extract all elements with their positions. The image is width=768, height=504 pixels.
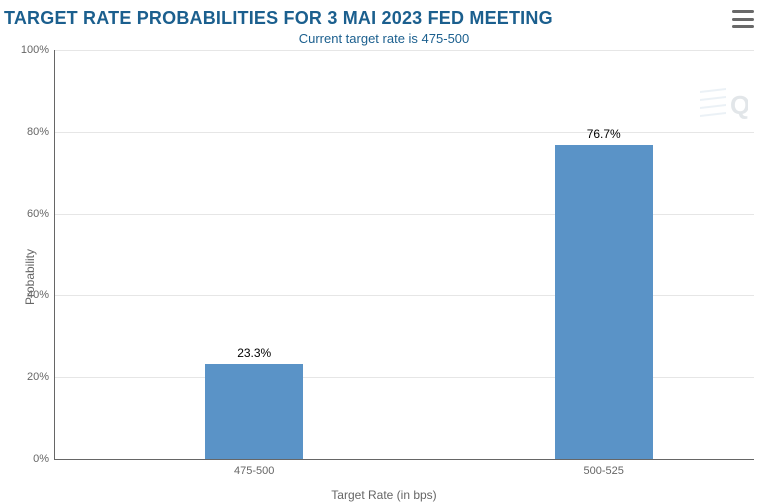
plot-area: Q 0%20%40%60%80%100%23.3%475-50076.7%500… [54,50,754,460]
x-tick-label: 475-500 [234,459,274,477]
chart-container: Probability Target Rate (in bps) Q 0%20%… [0,50,768,504]
chart-subtitle: Current target rate is 475-500 [0,31,768,50]
hamburger-icon [732,10,754,13]
hamburger-icon [732,18,754,21]
bar-value-label: 76.7% [555,127,653,141]
bar: 23.3% [205,364,303,459]
watermark-icon: Q [700,80,748,128]
chart-title: TARGET RATE PROBABILITIES FOR 3 MAI 2023… [0,0,768,31]
menu-button[interactable] [732,10,754,28]
y-tick-label: 40% [27,289,55,301]
grid-line [55,50,754,51]
hamburger-icon [732,25,754,28]
y-tick-label: 60% [27,208,55,220]
y-tick-label: 80% [27,126,55,138]
y-tick-label: 100% [21,44,55,56]
x-tick-label: 500-525 [584,459,624,477]
y-tick-label: 20% [27,371,55,383]
x-axis-label: Target Rate (in bps) [0,488,768,502]
y-tick-label: 0% [33,453,55,465]
bar-value-label: 23.3% [205,346,303,360]
svg-text:Q: Q [730,90,748,120]
bar: 76.7% [555,145,653,459]
